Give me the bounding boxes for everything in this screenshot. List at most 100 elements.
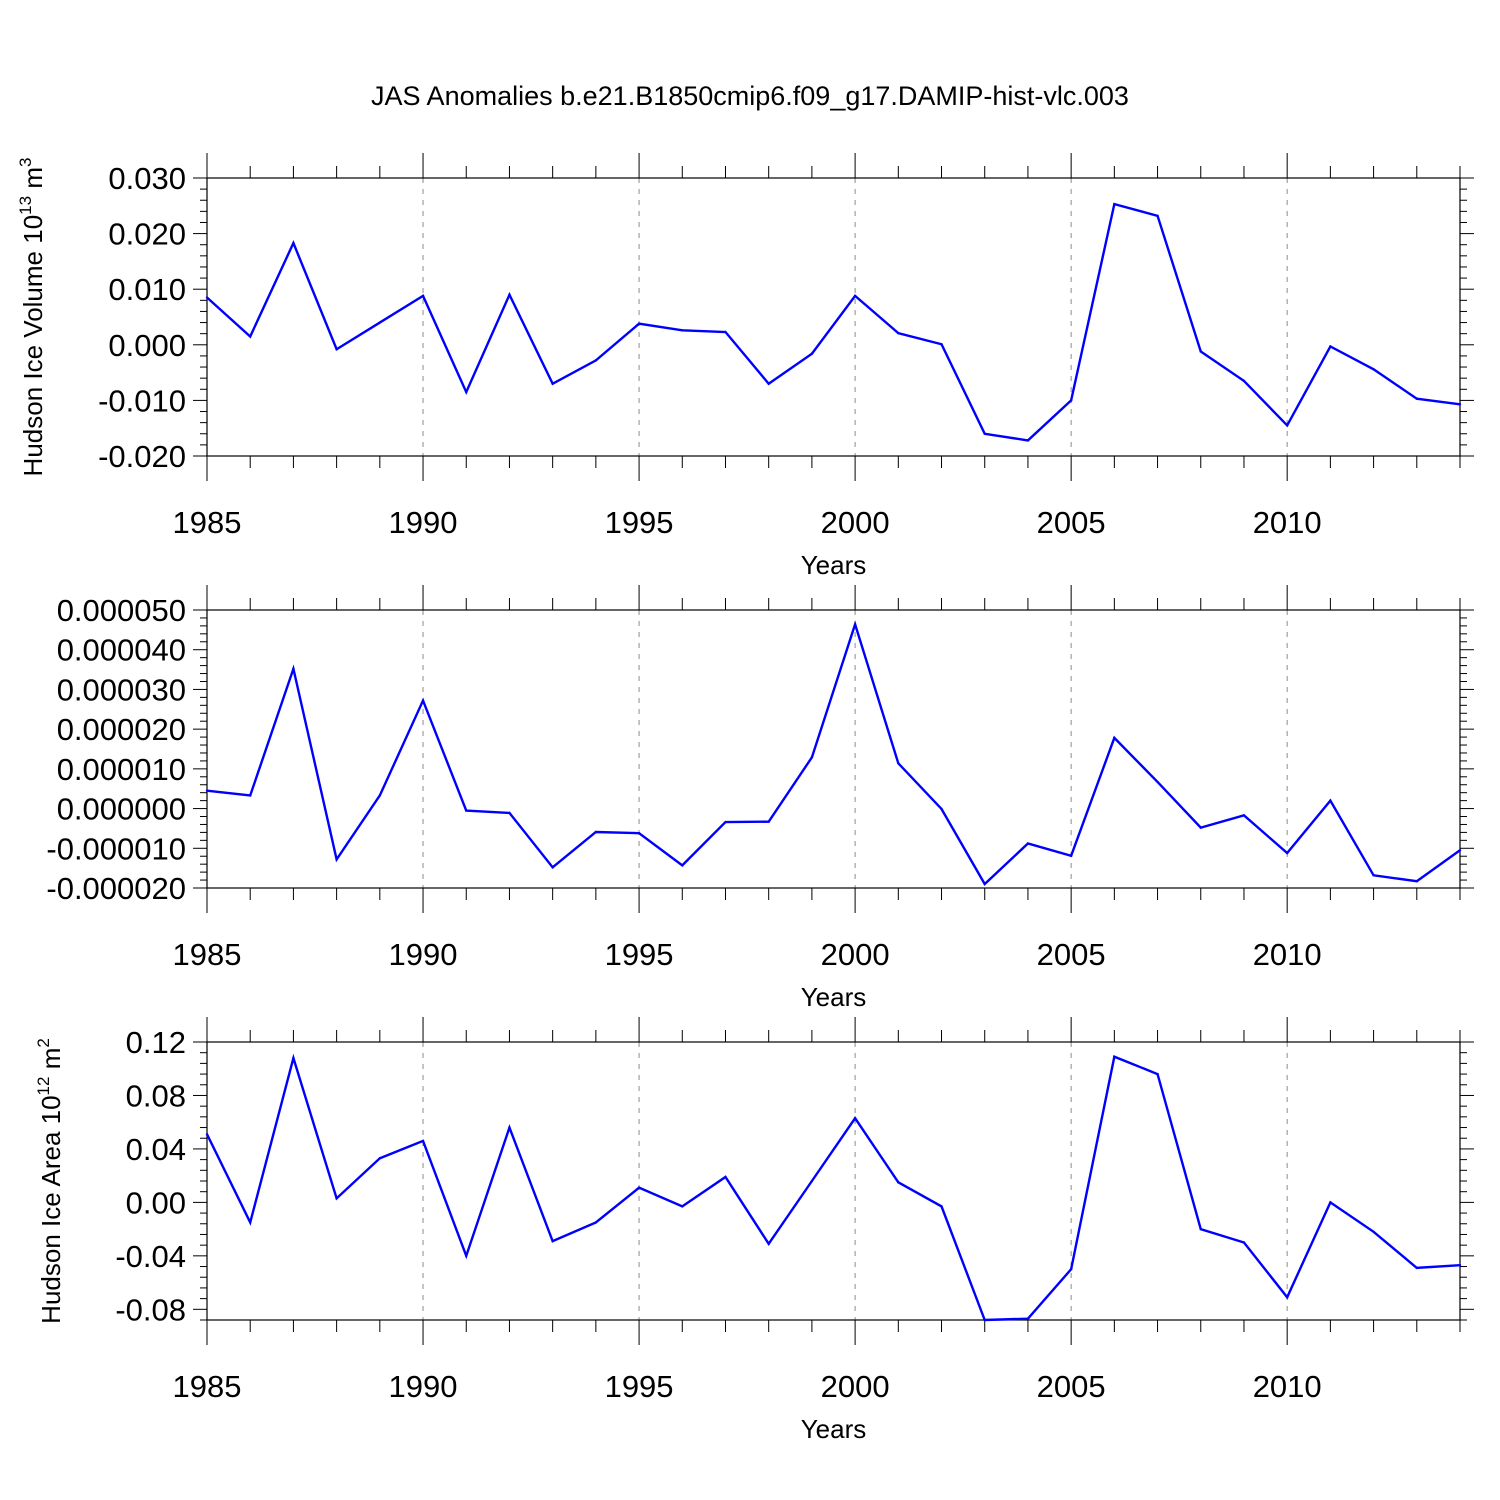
data-point (724, 820, 727, 824)
data-point (810, 756, 814, 759)
data-point (1285, 424, 1289, 427)
data-point (1113, 202, 1116, 206)
x-axis-title: Years (801, 1414, 867, 1444)
x-tick-label: 2005 (1037, 1369, 1106, 1404)
data-point (1458, 849, 1462, 852)
data-point (1415, 880, 1418, 883)
y-axis-title-base: Hudson Ice Area 10 (36, 1095, 66, 1323)
x-tick-label: 2010 (1253, 1369, 1322, 1404)
data-point (1199, 826, 1202, 829)
x-tick-label: 2005 (1037, 505, 1106, 540)
y-axis-title-exponent: 12 (34, 1077, 53, 1096)
y-tick-label: -0.000020 (46, 871, 186, 906)
y-tick-label: 0.000010 (57, 752, 186, 787)
data-point (1069, 854, 1073, 858)
data-point (681, 329, 684, 332)
x-tick-label: 2000 (821, 505, 890, 540)
y-tick-label: 0.000050 (57, 593, 186, 628)
data-point (940, 807, 943, 811)
data-point (551, 382, 554, 385)
data-point (465, 809, 468, 812)
data-point (767, 1242, 770, 1246)
data-point (1026, 842, 1030, 845)
y-tick-label: 0.000 (108, 328, 186, 363)
y-axis-title-unit: m (36, 1048, 66, 1077)
plot-frame (206, 177, 1461, 457)
data-point (1285, 851, 1289, 855)
data-point (853, 623, 857, 626)
x-tick-label: 2000 (821, 1369, 890, 1404)
data-point (681, 864, 684, 867)
data-point (767, 820, 770, 823)
data-point (249, 1221, 252, 1224)
data-point (594, 359, 598, 362)
data-point (897, 1181, 900, 1184)
data-point (853, 294, 857, 298)
x-tick-label: 1995 (605, 1369, 674, 1404)
y-tick-label: -0.000010 (46, 831, 186, 866)
data-point (378, 794, 382, 797)
data-point (1458, 1264, 1462, 1267)
data-point (897, 762, 900, 765)
x-tick-label: 1990 (389, 1369, 458, 1404)
data-point (1415, 1266, 1418, 1270)
y-tick-label: -0.010 (98, 383, 186, 418)
data-point (1329, 345, 1332, 348)
data-point (983, 882, 986, 886)
data-point (940, 1205, 943, 1208)
panel-2: -0.000020 -0.000010 0.000000 0.000010 0.0000… (46, 585, 1474, 1012)
y-tick-label: -0.04 (115, 1239, 186, 1274)
data-point (1458, 403, 1462, 406)
x-axis-title: Years (801, 982, 867, 1012)
y-tick-label: 0.000000 (57, 792, 186, 827)
data-point (378, 321, 382, 324)
x-tick-label: 1985 (173, 937, 242, 972)
y-tick-label: 0.00 (126, 1185, 186, 1220)
y-axis-title-unit: m (18, 167, 48, 196)
data-point (1156, 1072, 1159, 1076)
data-point (421, 294, 425, 298)
data-point (983, 1318, 986, 1322)
data-point (810, 1179, 814, 1183)
data-point (767, 382, 770, 385)
data-point (637, 831, 641, 835)
y-axis-title-exponent: 13 (16, 196, 35, 215)
y-tick-label: 0.000030 (57, 672, 186, 707)
data-point (1199, 350, 1202, 353)
x-tick-label: 1990 (389, 937, 458, 972)
data-point (292, 241, 295, 245)
plots-container: -0.020 -0.010 0.000 0.010 0.020 0.030 1985 1990… (16, 153, 1474, 1444)
data-point (1372, 874, 1375, 877)
x-axis-title: Years (801, 550, 867, 580)
y-tick-label: 0.12 (126, 1025, 186, 1060)
y-tick-label: 0.030 (108, 161, 186, 196)
x-tick-label: 1985 (173, 505, 242, 540)
y-axis-title-base: Hudson Ice Volume 10 (18, 215, 48, 477)
data-point (378, 1157, 382, 1160)
y-tick-label: -0.08 (115, 1292, 186, 1327)
y-axis-title-unit-exponent: 3 (16, 158, 35, 167)
x-tick-label: 2010 (1253, 937, 1322, 972)
data-point (551, 1239, 554, 1243)
data-point (983, 432, 986, 435)
data-point (897, 331, 900, 335)
x-tick-label: 1985 (173, 1369, 242, 1404)
y-tick-label: 0.000020 (57, 712, 186, 747)
data-point (1199, 1227, 1202, 1231)
data-point (1026, 439, 1030, 442)
data-point (1069, 399, 1073, 402)
series-line (205, 1053, 1461, 1322)
x-tick-label: 2005 (1037, 937, 1106, 972)
data-point (1285, 1296, 1289, 1299)
data-point (1156, 214, 1159, 218)
data-point (1026, 1317, 1030, 1320)
data-point (335, 1197, 338, 1200)
data-point (1113, 1055, 1116, 1058)
y-axis-title-unit-exponent: 2 (34, 1038, 53, 1047)
data-point (1242, 1241, 1246, 1244)
data-point (594, 1221, 598, 1224)
data-point (1113, 736, 1116, 740)
data-point (249, 794, 252, 797)
y-tick-label: 0.000040 (57, 633, 186, 668)
